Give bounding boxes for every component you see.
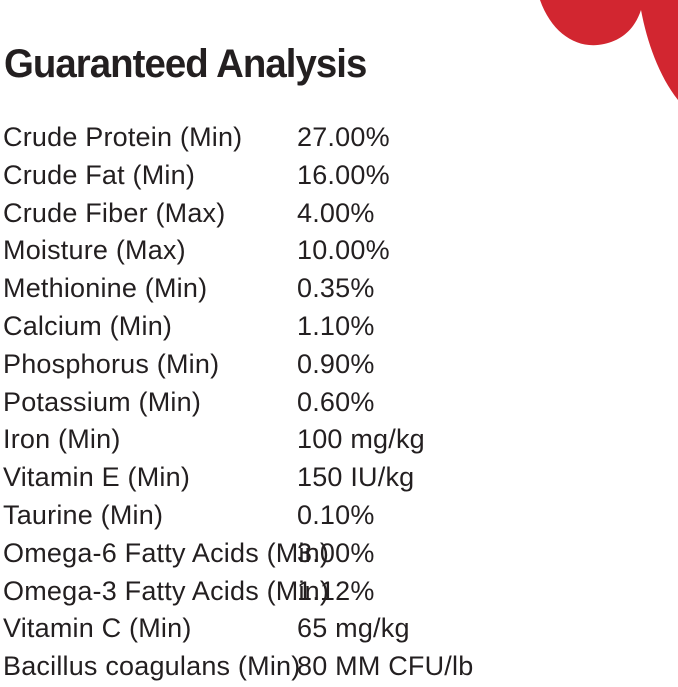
nutrient-value: 0.60% [297,386,375,417]
table-row: Moisture (Max) 10.00% [3,232,678,270]
nutrient-value: 80 MM CFU/lb [297,651,474,682]
table-row: Crude Protein (Min) 27.00% [3,119,678,157]
table-row: Bacillus coagulans (Min) 80 MM CFU/lb [3,648,678,686]
nutrient-value: 3.00% [297,537,375,568]
table-row: Taurine (Min) 0.10% [3,497,678,535]
nutrient-value: 100 mg/kg [297,424,425,455]
nutrient-value: 0.90% [297,348,375,379]
nutrient-label: Bacillus coagulans (Min) [3,651,301,682]
nutrient-value: 1.10% [297,310,375,341]
table-row: Omega-3 Fatty Acids (Min) 1.12% [3,573,678,611]
nutrient-label: Iron (Min) [3,424,121,455]
nutrient-value: 4.00% [297,197,375,228]
nutrient-value: 1.12% [297,575,375,606]
nutrient-label: Taurine (Min) [3,499,164,530]
nutrient-label: Moisture (Max) [3,235,186,266]
analysis-table: Crude Protein (Min) 27.00% Crude Fat (Mi… [3,119,678,686]
table-row: Omega-6 Fatty Acids (Min) 3.00% [3,535,678,573]
nutrient-label: Crude Protein (Min) [3,122,243,152]
table-row: Vitamin E (Min) 150 IU/kg [3,459,678,497]
nutrient-label: Crude Fiber (Max) [3,197,226,228]
nutrient-label: Phosphorus (Min) [3,348,220,379]
nutrient-value: 150 IU/kg [297,462,415,493]
table-row: Crude Fat (Min) 16.00% [3,157,678,195]
nutrient-value: 10.00% [297,235,390,266]
table-row: Methionine (Min) 0.35% [3,270,678,308]
nutrient-label: Methionine (Min) [3,273,208,304]
nutrient-label: Omega-6 Fatty Acids (Min) [3,537,330,568]
table-row: Calcium (Min) 1.10% [3,308,678,346]
nutrient-label: Omega-3 Fatty Acids (Min) [3,575,330,606]
table-row: Vitamin C (Min) 65 mg/kg [3,610,678,648]
table-row: Phosphorus (Min) 0.90% [3,346,678,384]
table-row: Potassium (Min) 0.60% [3,384,678,422]
nutrient-value: 65 mg/kg [297,613,410,644]
nutrient-label: Vitamin C (Min) [3,613,192,644]
nutrient-value: 27.00% [297,122,390,152]
nutrient-label: Calcium (Min) [3,310,173,341]
nutrient-value: 16.00% [297,159,390,190]
nutrient-label: Potassium (Min) [3,386,202,417]
nutrient-label: Vitamin E (Min) [3,462,191,493]
nutrient-label: Crude Fat (Min) [3,159,196,190]
nutrient-value: 0.35% [297,273,375,304]
page-title: Guaranteed Analysis [4,42,367,86]
nutrient-value: 0.10% [297,499,375,530]
table-row: Crude Fiber (Max) 4.00% [3,195,678,233]
table-row: Iron (Min) 100 mg/kg [3,421,678,459]
